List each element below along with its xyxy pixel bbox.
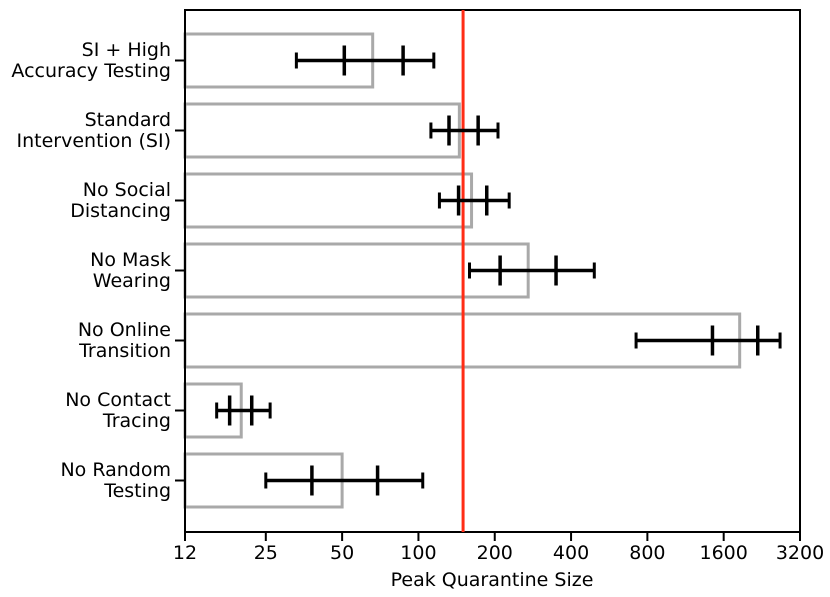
category-label-no-random-testing: No Random Testing	[60, 459, 171, 502]
x-axis-label: Peak Quarantine Size	[391, 569, 594, 591]
category-label-no-online-transition: No Online Transition	[78, 319, 171, 362]
x-tick-label-800: 800	[629, 542, 665, 564]
bar-standard-intervention-si	[183, 102, 461, 159]
category-label-no-social-distancing: No Social Distancing	[70, 179, 171, 222]
x-tick-label-1600: 1600	[700, 542, 748, 564]
category-label-no-mask-wearing: No Mask Wearing	[90, 249, 171, 292]
x-tick-label-50: 50	[330, 542, 354, 564]
category-label-standard-intervention-si: Standard Intervention (SI)	[17, 109, 172, 152]
x-tick-label-25: 25	[254, 542, 278, 564]
bar-no-social-distancing	[183, 172, 474, 229]
x-tick-label-400: 400	[553, 542, 589, 564]
category-label-si-high-accuracy-testing: SI + High Accuracy Testing	[11, 39, 171, 82]
category-label-no-contact-tracing: No Contact Tracing	[65, 389, 171, 432]
x-tick-label-200: 200	[477, 542, 513, 564]
x-tick-label-3200: 3200	[776, 542, 824, 564]
x-tick-label-12: 12	[173, 542, 197, 564]
x-tick-label-100: 100	[400, 542, 436, 564]
